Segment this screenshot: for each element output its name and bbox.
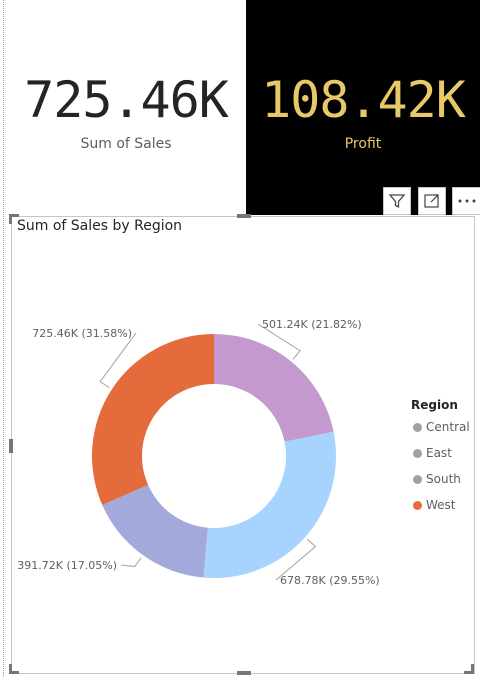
resize-handle-bottom[interactable]: [237, 671, 251, 675]
legend-dot-icon: [413, 500, 422, 510]
legend-dot-icon: [413, 448, 422, 458]
resize-handle-top-left-v[interactable]: [9, 214, 12, 224]
legend-label: South: [426, 472, 461, 486]
canvas-boundary: [3, 0, 4, 677]
sales-value: 725.46K: [24, 71, 229, 129]
resize-handle-bottom-left[interactable]: [9, 671, 19, 674]
donut-slice-east[interactable]: [203, 431, 336, 578]
legend-item-west[interactable]: West: [413, 497, 456, 513]
sales-card[interactable]: 725.46K Sum of Sales: [6, 0, 246, 215]
legend-dot-icon: [413, 422, 422, 432]
legend-dot-icon: [413, 474, 422, 484]
resize-handle-top-left[interactable]: [9, 214, 19, 217]
profit-value: 108.42K: [261, 71, 466, 129]
resize-handle-bottom-left-v[interactable]: [9, 664, 12, 674]
leader-line-central: [257, 323, 301, 360]
focus-mode-icon: [424, 194, 439, 208]
legend-item-south[interactable]: South: [413, 471, 461, 487]
resize-handle-left[interactable]: [9, 439, 13, 453]
profit-label: Profit: [344, 136, 382, 152]
data-label-west: 725.46K (31.58%): [32, 327, 132, 340]
resize-handle-bottom-right[interactable]: [464, 671, 474, 674]
leader-line-south: [120, 557, 142, 568]
more-options-icon: [458, 199, 476, 203]
more-options-button[interactable]: [452, 187, 480, 215]
leader-line-east: [275, 538, 317, 581]
legend-label: West: [426, 498, 456, 512]
donut-slice-west[interactable]: [91, 333, 214, 506]
data-label-east: 678.78K (29.55%): [280, 574, 380, 587]
focus-mode-button[interactable]: [418, 187, 446, 215]
legend-label: East: [426, 446, 452, 460]
data-label-central: 501.24K (21.82%): [262, 318, 362, 331]
donut-slice-central[interactable]: [214, 334, 334, 442]
legend-label: Central: [426, 420, 470, 434]
resize-handle-top[interactable]: [237, 214, 251, 218]
sales-label: Sum of Sales: [80, 136, 172, 152]
filter-icon: [388, 194, 406, 209]
resize-handle-bottom-right-v[interactable]: [471, 664, 474, 674]
legend-title: Region: [411, 398, 458, 412]
filter-button[interactable]: [383, 187, 411, 215]
data-label-south: 391.72K (17.05%): [17, 559, 117, 572]
leader-line-west: [99, 332, 137, 389]
legend-item-east[interactable]: East: [413, 445, 452, 461]
donut-slice-south[interactable]: [102, 484, 208, 578]
legend-item-central[interactable]: Central: [413, 419, 470, 435]
chart-title: Sum of Sales by Region: [17, 218, 183, 234]
profit-card[interactable]: 108.42K Profit: [246, 0, 480, 215]
